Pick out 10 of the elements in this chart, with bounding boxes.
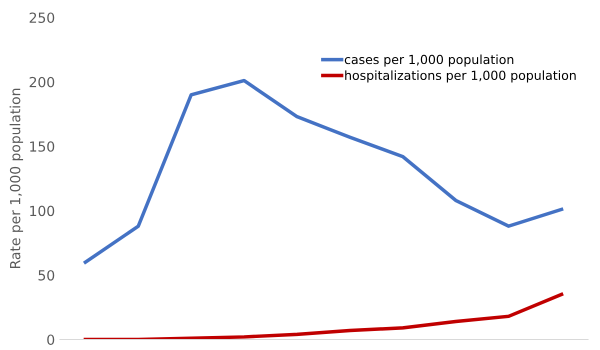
y-tick-label: 0 — [47, 334, 54, 345]
line-series — [84, 292, 564, 340]
legend-label: cases per 1,000 population — [344, 54, 514, 67]
y-tick-label: 150 — [30, 141, 54, 152]
y-tick-label: 50 — [38, 270, 54, 281]
legend-label: hospitalizations per 1,000 population — [345, 70, 576, 82]
y-tick-label: 200 — [30, 76, 54, 88]
y-axis-title: Rate per 1,000 population — [10, 88, 24, 268]
y-tick-label: 100 — [30, 206, 54, 216]
y-tick-label: 250 — [30, 12, 54, 23]
